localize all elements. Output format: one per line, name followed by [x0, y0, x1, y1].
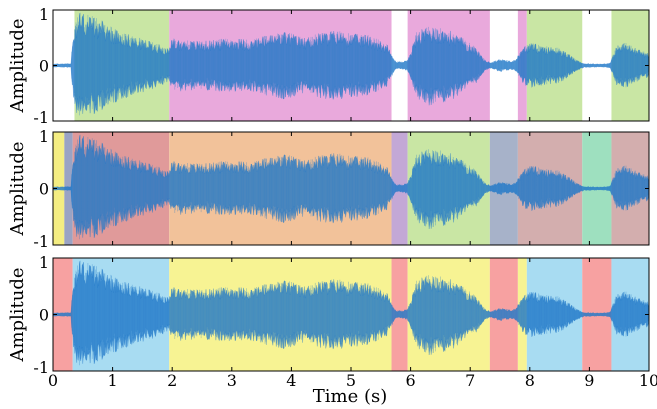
subplot-2: 1 0 -1 Amplitude: [7, 127, 650, 251]
y-tick-label: 1: [39, 253, 49, 272]
x-axis-label: Time (s): [313, 386, 388, 407]
y-tick-label: 1: [39, 127, 49, 146]
x-tick-label: 3: [227, 371, 237, 390]
x-tick-labels: 0 1 2 3 4 5 6 7 8 9 10: [48, 371, 657, 390]
y-axis-label: Amplitude: [7, 141, 28, 236]
x-tick-label: 4: [286, 371, 296, 390]
x-tick-label: 2: [167, 371, 177, 390]
x-tick-label: 0: [48, 371, 58, 390]
y-tick-label: 0: [39, 57, 49, 76]
y-tick-label: 0: [39, 180, 49, 199]
x-tick-label: 10: [639, 371, 657, 390]
subplot-1: 1 0 -1 Amplitude: [7, 5, 650, 127]
x-tick-label: 6: [406, 371, 416, 390]
y-tick-label: 0: [39, 306, 49, 325]
x-tick-label: 8: [525, 371, 535, 390]
y-tick-label: -1: [33, 108, 49, 127]
y-tick-label: 1: [39, 5, 49, 24]
y-tick-label: -1: [33, 232, 49, 251]
x-tick-label: 7: [465, 371, 475, 390]
y-axis-label: Amplitude: [7, 18, 28, 113]
subplots: 10-1Amplitude10-1Amplitude10-1Amplitude0…: [7, 5, 657, 390]
x-tick-label: 1: [108, 371, 118, 390]
y-axis-label: Amplitude: [7, 267, 28, 362]
x-tick-label: 9: [584, 371, 594, 390]
x-tick-label: 5: [346, 371, 356, 390]
subplot-3: 1 0 -1 Amplitude: [7, 253, 650, 377]
y-tick-label: -1: [33, 358, 49, 377]
